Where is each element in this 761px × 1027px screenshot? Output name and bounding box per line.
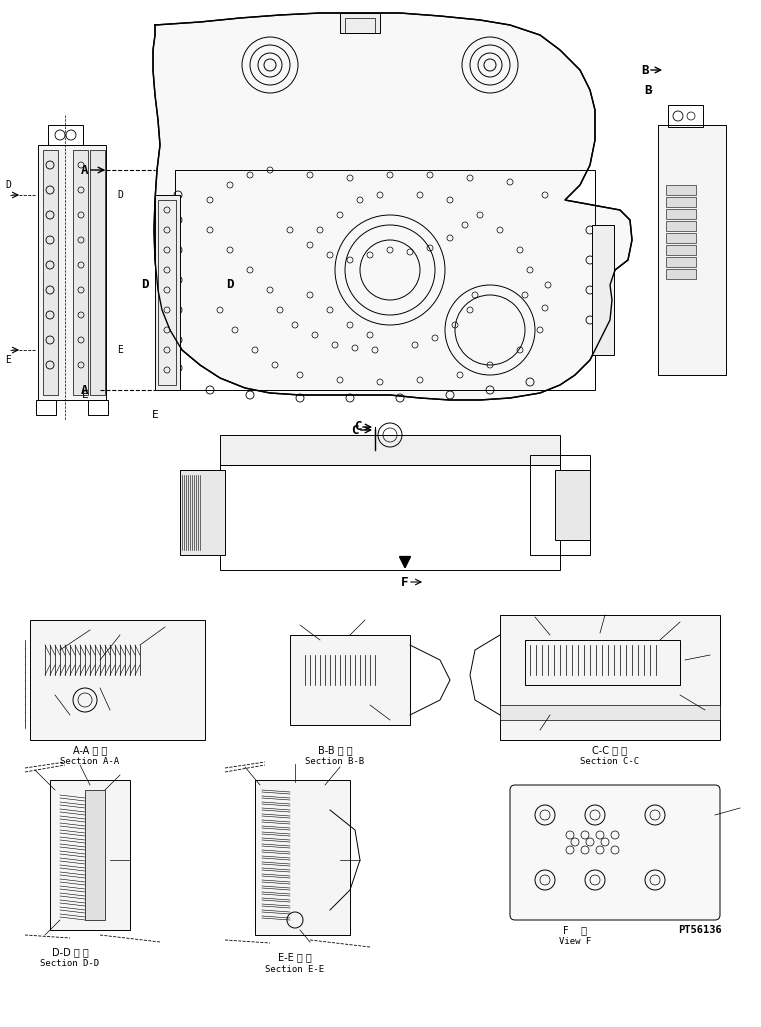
Text: Section A-A: Section A-A xyxy=(60,758,119,766)
Bar xyxy=(180,470,225,555)
Bar xyxy=(220,465,560,570)
Bar xyxy=(592,225,614,355)
Bar xyxy=(658,125,726,375)
Text: Section B-B: Section B-B xyxy=(305,758,365,766)
FancyBboxPatch shape xyxy=(510,785,720,920)
Text: F: F xyxy=(401,575,409,588)
Text: A: A xyxy=(81,383,89,396)
Text: B: B xyxy=(642,64,648,76)
Bar xyxy=(666,221,696,231)
Bar xyxy=(88,400,108,415)
Bar xyxy=(666,233,696,243)
Text: B-B 断 面: B-B 断 面 xyxy=(317,745,352,755)
Text: E-E 断 面: E-E 断 面 xyxy=(278,952,312,962)
Bar xyxy=(38,145,106,400)
Bar xyxy=(290,635,410,725)
Text: E: E xyxy=(151,410,158,420)
Text: B: B xyxy=(645,83,651,97)
Bar xyxy=(530,455,590,555)
Bar xyxy=(666,245,696,255)
Bar xyxy=(666,269,696,279)
Text: E: E xyxy=(81,390,88,400)
Bar xyxy=(340,13,380,33)
Bar xyxy=(666,257,696,267)
Bar xyxy=(345,18,375,33)
Bar xyxy=(155,195,180,390)
Bar xyxy=(255,779,350,935)
Bar xyxy=(500,615,720,740)
Text: D: D xyxy=(142,278,148,292)
Text: C-C 断 面: C-C 断 面 xyxy=(593,745,628,755)
Bar xyxy=(36,400,56,415)
Text: D: D xyxy=(226,278,234,292)
Bar xyxy=(48,125,83,145)
Text: C: C xyxy=(352,423,358,436)
Text: View F: View F xyxy=(559,938,591,947)
Text: D: D xyxy=(117,190,123,200)
Bar xyxy=(73,150,88,395)
Text: Section D-D: Section D-D xyxy=(40,959,100,968)
Bar xyxy=(500,705,720,720)
Bar xyxy=(555,470,590,540)
Bar xyxy=(50,779,130,930)
Text: Section C-C: Section C-C xyxy=(581,758,639,766)
Bar xyxy=(220,435,560,465)
Bar xyxy=(90,150,105,395)
Bar xyxy=(525,640,680,685)
Bar xyxy=(666,210,696,219)
Text: D: D xyxy=(5,180,11,190)
Bar xyxy=(30,620,205,740)
Text: F    視: F 視 xyxy=(563,925,587,935)
Bar xyxy=(158,200,176,385)
Polygon shape xyxy=(153,13,632,400)
Bar xyxy=(666,185,696,195)
Text: E: E xyxy=(5,355,11,365)
Text: PT56136: PT56136 xyxy=(678,925,722,935)
Bar xyxy=(666,197,696,207)
Text: A-A 断 面: A-A 断 面 xyxy=(73,745,107,755)
Text: D-D 断 面: D-D 断 面 xyxy=(52,947,88,957)
Text: A: A xyxy=(81,163,89,177)
Bar xyxy=(175,170,595,390)
Text: Section E-E: Section E-E xyxy=(266,964,324,974)
Bar xyxy=(668,105,703,127)
Bar xyxy=(43,150,58,395)
Bar xyxy=(85,790,105,920)
Text: C: C xyxy=(355,420,361,433)
Text: E: E xyxy=(117,345,123,355)
